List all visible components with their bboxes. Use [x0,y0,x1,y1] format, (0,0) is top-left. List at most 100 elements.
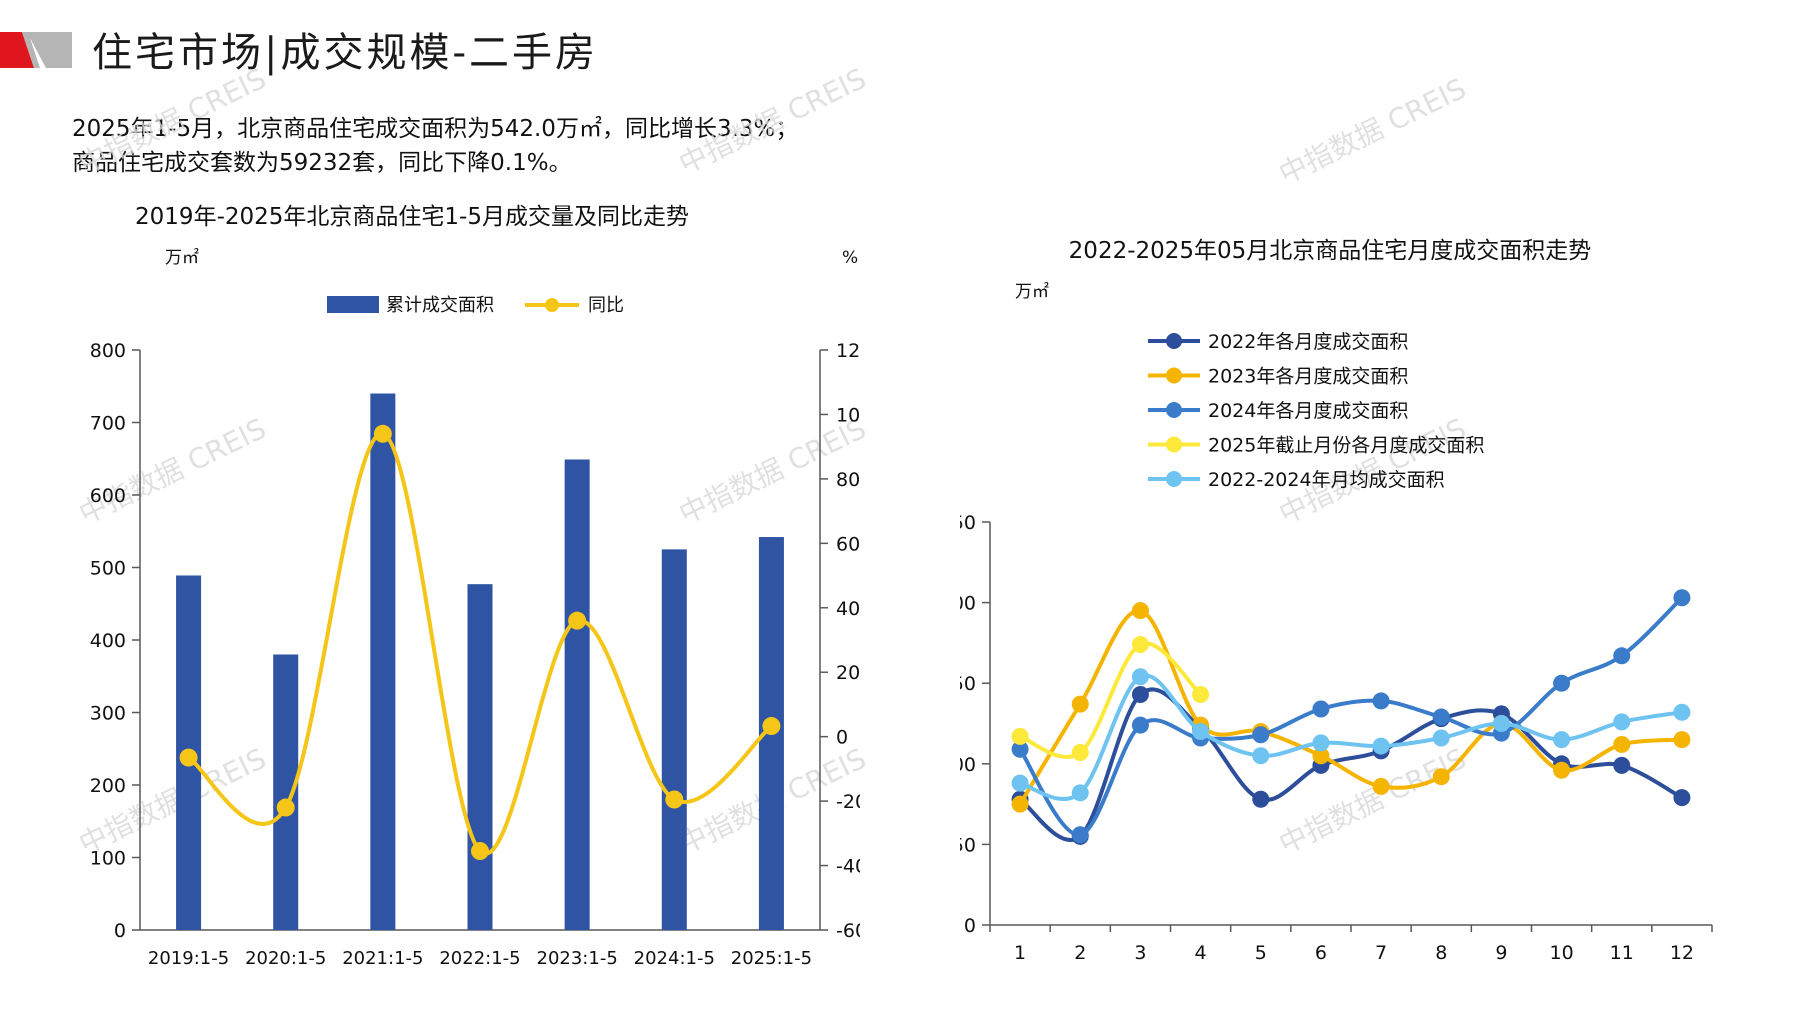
x-tick-label: 2023:1-5 [537,948,618,969]
series-point [1312,747,1330,765]
logo-red-shape [0,32,34,68]
series-point [1011,795,1029,813]
series-point [1192,723,1210,741]
legend-label: 2022-2024年月均成交面积 [1208,469,1445,491]
yoy-line [179,424,781,861]
series-lines [1011,589,1691,845]
series-point [1011,727,1029,745]
legend-swatch-marker [1166,367,1182,384]
series-point [1252,726,1270,744]
summary-line-1: 2025年1-5月，北京商品住宅成交面积为542.0万㎡，同比增长3.3%； [72,116,799,142]
series-point [1553,761,1571,779]
y-tick-label: 150 [960,673,976,695]
y-right-tick-label: 0 [836,727,848,749]
legend-bar-label: 累计成交面积 [386,295,494,316]
yoy-point [665,790,684,809]
legend-line-label: 同比 [588,295,624,316]
series-point [1432,768,1450,786]
y-left-tick-label: 500 [90,558,126,580]
series-point [1553,731,1571,749]
y-left-tick-label: 0 [114,920,126,942]
x-tick-label: 7 [1375,942,1387,964]
x-tick-label: 2 [1074,942,1086,964]
series-point [1011,740,1029,758]
y-unit: 万㎡ [1015,282,1049,302]
legend-bar-swatch [327,296,379,313]
x-tick-label: 5 [1255,942,1267,964]
x-tick-label: 2021:1-5 [342,948,423,969]
y-right-tick-label: -40 [836,856,860,878]
series-point [1613,756,1631,774]
series-point [1011,774,1029,792]
y-right-tick-label: 100 [836,404,860,426]
series-point [1372,692,1390,710]
x-tick-label: 2019:1-5 [148,948,229,969]
series-point [1071,784,1089,802]
y-right-unit: % [842,248,858,268]
x-tick-label: 2020:1-5 [245,948,326,969]
x-tick-label: 3 [1134,942,1146,964]
series-point [1071,826,1089,844]
y-right-tick-label: 120 [836,340,860,362]
y-right-tick-label: -20 [836,791,860,813]
company-logo [0,32,72,68]
series-point [1553,674,1571,692]
series-point [1432,708,1450,726]
series-point [1312,700,1330,718]
series-point [1492,715,1510,732]
legend-label: 2024年各月度成交面积 [1208,400,1408,422]
axes: 050100150200250123456789101112 [960,512,1713,964]
bar [370,393,396,930]
yoy-point [762,717,781,736]
x-tick-label: 12 [1670,942,1694,964]
bar [564,459,590,930]
y-right-tick-label: 60 [836,533,860,555]
logo-white-notch [30,38,46,68]
yoy-point [471,842,489,861]
y-left-tick-label: 200 [90,775,126,797]
chart-title: 2019年-2025年北京商品住宅1-5月成交量及同比走势 [135,204,689,230]
series-point [1613,713,1631,731]
legend-label: 2025年截止月份各月度成交面积 [1208,435,1484,457]
series-line [1019,641,1202,759]
legend: 累计成交面积 同比 [327,295,624,316]
legend: 2022年各月度成交面积 2023年各月度成交面积 2024年各月度成交面积 2025… [1148,331,1484,491]
page-title: 住宅市场|成交规模-二手房 [92,30,598,76]
series-point [1673,703,1691,721]
legend-swatch-marker [1166,402,1182,418]
x-tick-label: 11 [1610,942,1634,964]
yoy-curve [187,431,773,856]
x-tick-label: 6 [1315,942,1327,964]
yoy-point [276,798,295,817]
legend-swatch-marker [1166,436,1182,453]
series-point [1252,747,1270,765]
y-right-tick-label: 40 [836,598,860,620]
series-point [1071,744,1089,762]
y-left-tick-label: 300 [90,703,126,725]
y-left-tick-label: 400 [90,630,126,652]
y-tick-label: 100 [960,754,976,776]
monthly-area-chart: 2022-2025年05月北京商品住宅月度成交面积走势 万㎡ 2022年各月度成… [960,238,1713,964]
yoy-point [568,611,587,630]
series-point [1131,602,1149,620]
chart-title: 2022-2025年05月北京商品住宅月度成交面积走势 [1069,238,1592,264]
series-point [1131,668,1149,686]
x-tick-label: 1 [1014,942,1026,964]
y-right-tick-label: 20 [836,662,860,684]
legend-label: 2022年各月度成交面积 [1208,331,1408,353]
yoy-point [179,748,198,767]
y-right-tick-label: -60 [836,920,860,942]
annual-volume-chart: 2019年-2025年北京商品住宅1-5月成交量及同比走势 万㎡ % 累计成交面… [90,204,860,969]
series-point [1673,789,1691,807]
series-point [1673,731,1691,749]
series-point [1613,647,1631,665]
series-point [1613,735,1631,753]
y-left-tick-label: 100 [90,848,126,870]
y-right-tick-label: 80 [836,469,860,491]
series-point [1372,777,1390,795]
summary-line-2: 商品住宅成交套数为59232套，同比下降0.1%。 [72,150,572,176]
logo-gray-shape [22,32,72,68]
series-point [1312,734,1330,752]
y-tick-label: 0 [964,915,976,937]
y-tick-label: 200 [960,593,976,615]
